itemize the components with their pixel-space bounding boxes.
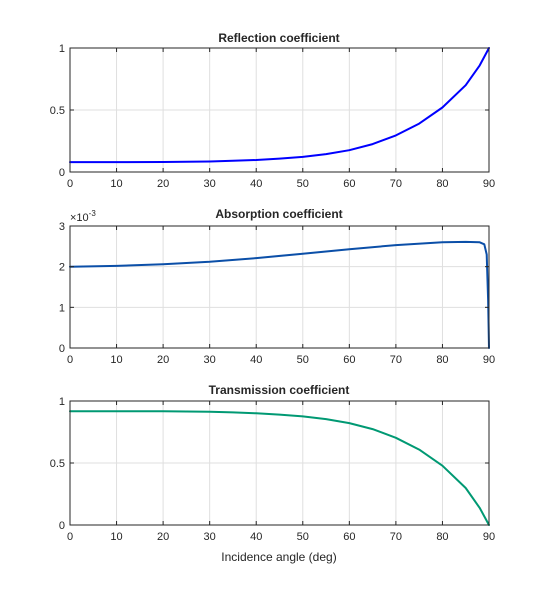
x-tick-label: 30 xyxy=(204,531,216,543)
y-exponent-base: ×10 xyxy=(70,212,89,224)
y-exponent-power: -3 xyxy=(89,209,97,218)
chart-title: Reflection coefficient xyxy=(218,31,339,45)
series-line-0 xyxy=(69,47,490,164)
x-tick-label: 70 xyxy=(390,531,402,543)
y-tick-label: 1 xyxy=(59,302,65,314)
plot-area: 0 10 20 30 40 50 60 70 80 90 0 0.5 1 xyxy=(50,43,495,190)
y-tick-label: 0 xyxy=(59,167,65,179)
chart-title: Transmission coefficient xyxy=(209,383,350,397)
x-tick-label: 50 xyxy=(297,178,309,190)
x-tick-label: 90 xyxy=(483,178,495,190)
x-tick-label: 90 xyxy=(483,354,495,366)
x-tick-label: 10 xyxy=(110,178,122,190)
x-tick-label: 60 xyxy=(343,354,355,366)
y-tick-label: 0.5 xyxy=(50,105,65,117)
y-tick-label: 1 xyxy=(59,43,65,55)
x-tick-label: 80 xyxy=(436,354,448,366)
x-tick-label: 80 xyxy=(436,531,448,543)
y-tick-label: 1 xyxy=(59,396,65,408)
axes-frame xyxy=(69,225,490,349)
x-tick-label: 30 xyxy=(204,178,216,190)
subplot-transmission: Transmission coefficient 0 10 20 30 40 50 60 70… xyxy=(50,383,495,564)
plot-area: 0 10 20 30 40 50 60 70 80 90 0 1 2 3 xyxy=(59,221,495,366)
x-tick-label: 20 xyxy=(157,531,169,543)
x-tick-label: 60 xyxy=(343,531,355,543)
y-tick-label: 0 xyxy=(59,520,65,532)
y-tick-label: 3 xyxy=(59,221,65,233)
series-line-0 xyxy=(69,240,490,349)
x-tick-label: 40 xyxy=(250,178,262,190)
plot-area: 0 10 20 30 40 50 60 70 80 90 0 0.5 1 xyxy=(50,396,495,543)
axes-background xyxy=(70,226,489,348)
x-tick-label: 70 xyxy=(390,178,402,190)
x-tick-label: 70 xyxy=(390,354,402,366)
x-axis-label: Incidence angle (deg) xyxy=(221,550,336,564)
y-exponent-label: ×10-3 xyxy=(70,209,96,224)
subplot-reflection: Reflection coefficient 0 10 20 30 40 50 60 70 80… xyxy=(50,31,495,190)
x-tick-label: 50 xyxy=(297,354,309,366)
x-tick-label: 0 xyxy=(67,178,73,190)
x-tick-label: 10 xyxy=(110,354,122,366)
x-tick-label: 30 xyxy=(204,354,216,366)
x-tick-label: 90 xyxy=(483,531,495,543)
x-tick-label: 0 xyxy=(67,354,73,366)
x-tick-label: 60 xyxy=(343,178,355,190)
x-tick-label: 10 xyxy=(110,531,122,543)
x-tick-label: 20 xyxy=(157,354,169,366)
x-tick-label: 20 xyxy=(157,178,169,190)
x-tick-label: 50 xyxy=(297,531,309,543)
y-tick-label: 0 xyxy=(59,343,65,355)
y-tick-label: 0.5 xyxy=(50,458,65,470)
x-tick-label: 40 xyxy=(250,354,262,366)
series-line-0 xyxy=(69,410,490,526)
subplot-absorption: Absorption coefficient ×10-3 0 10 20 30 40 50… xyxy=(59,207,495,366)
x-tick-label: 40 xyxy=(250,531,262,543)
x-tick-label: 0 xyxy=(67,531,73,543)
y-tick-label: 2 xyxy=(59,262,65,274)
chart-title: Absorption coefficient xyxy=(215,207,342,221)
x-tick-label: 80 xyxy=(436,178,448,190)
